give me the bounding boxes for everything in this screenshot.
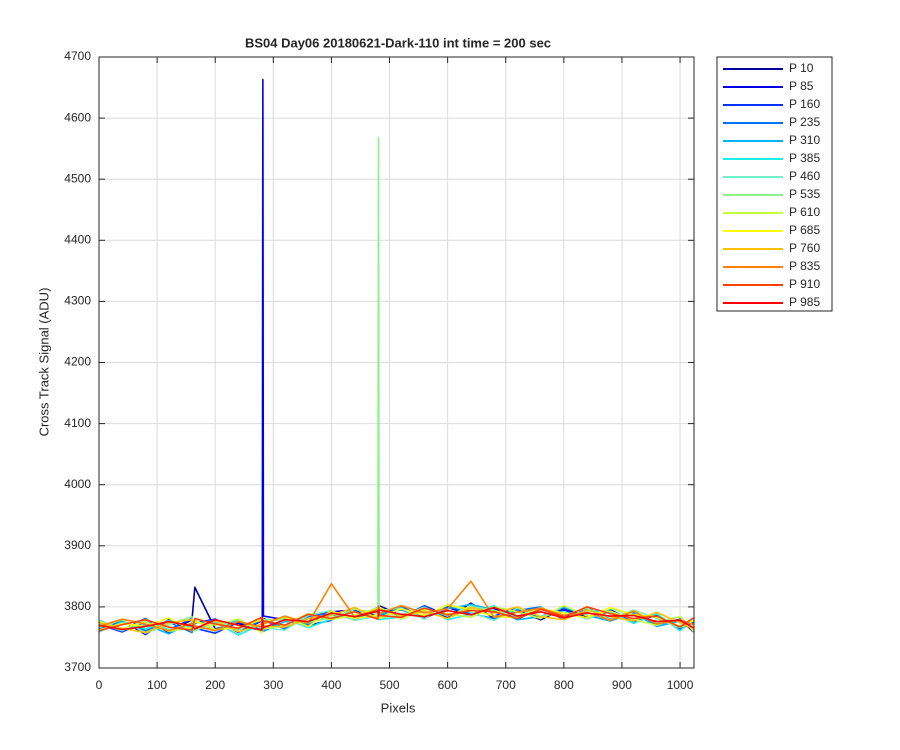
y-tick-label: 4100 xyxy=(64,416,91,430)
x-tick-label: 200 xyxy=(205,678,225,692)
y-tick-label: 4300 xyxy=(64,294,91,308)
legend-label: P 760 xyxy=(789,241,820,255)
y-tick-label: 4200 xyxy=(64,355,91,369)
legend-label: P 610 xyxy=(789,205,820,219)
x-tick-label: 800 xyxy=(554,678,574,692)
legend-label: P 685 xyxy=(789,223,820,237)
legend-label: P 535 xyxy=(789,187,820,201)
legend-label: P 835 xyxy=(789,259,820,273)
x-axis-label: Pixels xyxy=(381,700,416,715)
x-tick-label: 0 xyxy=(96,678,103,692)
series-line xyxy=(98,605,694,632)
y-tick-label: 4400 xyxy=(64,232,91,246)
x-tick-label: 900 xyxy=(612,678,632,692)
x-tick-label: 1000 xyxy=(667,678,694,692)
legend-label: P 235 xyxy=(789,115,820,129)
y-tick-label: 3800 xyxy=(64,599,91,613)
y-tick-label: 4700 xyxy=(64,49,91,63)
y-tick-label: 4500 xyxy=(64,171,91,185)
x-tick-label: 100 xyxy=(147,678,167,692)
x-tick-label: 300 xyxy=(263,678,283,692)
y-tick-label: 4000 xyxy=(64,477,91,491)
legend-label: P 85 xyxy=(789,79,814,93)
y-tick-label: 3900 xyxy=(64,538,91,552)
series-line xyxy=(98,606,694,631)
x-tick-label: 600 xyxy=(438,678,458,692)
x-tick-label: 700 xyxy=(496,678,516,692)
plot-frame xyxy=(98,56,695,669)
legend-label: P 385 xyxy=(789,151,820,165)
legend-label: P 460 xyxy=(789,169,820,183)
legend-label: P 310 xyxy=(789,133,820,147)
chart-title: BS04 Day06 20180621-Dark-110 int time = … xyxy=(245,35,551,50)
legend-box xyxy=(716,56,833,312)
legend-label: P 160 xyxy=(789,97,820,111)
legend-label: P 985 xyxy=(789,295,820,309)
y-tick-label: 4600 xyxy=(64,110,91,124)
legend-label: P 10 xyxy=(789,61,814,75)
y-axis-label: Cross Track Signal (ADU) xyxy=(36,288,51,437)
legend-label: P 910 xyxy=(789,277,820,291)
x-tick-label: 500 xyxy=(380,678,400,692)
y-tick-label: 3700 xyxy=(64,660,91,674)
x-tick-label: 400 xyxy=(321,678,341,692)
